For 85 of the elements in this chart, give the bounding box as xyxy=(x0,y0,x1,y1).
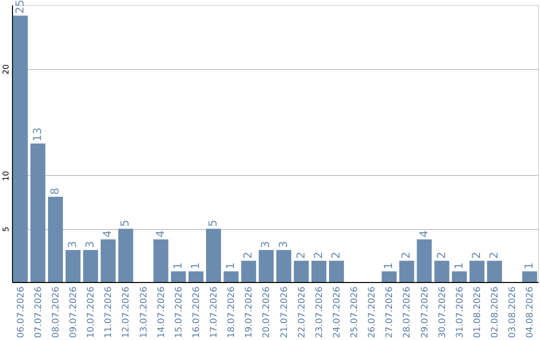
x-tick-label: 28.07.2026 xyxy=(402,286,413,338)
data-label: 3 xyxy=(66,241,80,248)
x-tick-label: 30.07.2026 xyxy=(438,286,448,338)
x-tick-label: 14.07.2026 xyxy=(156,286,167,338)
bar xyxy=(66,250,80,282)
bar xyxy=(416,239,432,282)
x-tick-label: 15.07.2026 xyxy=(174,286,184,338)
bar xyxy=(83,250,98,282)
bar xyxy=(224,271,239,282)
x-tick-label: 10.07.2026 xyxy=(86,286,97,338)
x-tick-label: 12.07.2026 xyxy=(122,286,132,338)
x-tick-label: 07.07.2026 xyxy=(34,286,44,338)
bar xyxy=(470,260,484,282)
bar xyxy=(153,239,168,282)
bar xyxy=(276,250,292,282)
bar xyxy=(487,260,502,282)
x-tick-label: 18.07.2026 xyxy=(227,286,238,338)
data-label: 8 xyxy=(48,188,62,195)
x-tick-label: 27.07.2026 xyxy=(385,286,396,338)
data-label: 25 xyxy=(13,0,26,14)
y-tick-label: 10 xyxy=(2,170,10,182)
x-tick-label: 19.07.2026 xyxy=(244,286,255,338)
bar xyxy=(522,271,538,282)
data-label: 4 xyxy=(417,230,430,238)
x-tick-label: 21.07.2026 xyxy=(280,286,290,338)
data-label: 1 xyxy=(522,262,536,270)
data-label: 1 xyxy=(452,262,466,270)
x-tick-label: 01.08.2026 xyxy=(472,286,483,338)
bar xyxy=(206,228,221,282)
data-label: 2 xyxy=(242,252,255,259)
data-label: 5 xyxy=(118,220,132,227)
data-label: 3 xyxy=(84,241,97,248)
x-tick-label: 08.07.2026 xyxy=(51,286,62,338)
bar xyxy=(258,250,274,282)
data-label: 1 xyxy=(171,262,184,270)
data-label: 2 xyxy=(470,252,483,259)
x-tick-label: 16.07.2026 xyxy=(192,286,202,338)
x-tick-label: 03.08.2026 xyxy=(508,286,518,338)
x-tick-label: 22.07.2026 xyxy=(297,286,308,338)
x-tick-label: 09.07.2026 xyxy=(69,286,80,338)
data-label: 1 xyxy=(224,262,238,270)
data-label: 2 xyxy=(312,252,325,259)
bar xyxy=(382,271,397,282)
bar xyxy=(452,271,467,282)
data-label: 2 xyxy=(294,252,308,259)
bar xyxy=(434,260,450,282)
x-tick-label: 11.07.2026 xyxy=(104,286,114,338)
bar xyxy=(188,271,204,282)
bar xyxy=(329,260,344,282)
bar xyxy=(100,239,116,282)
data-label: 3 xyxy=(259,241,272,248)
bar xyxy=(48,196,63,282)
data-label: 4 xyxy=(154,230,167,238)
x-tick-label: 23.07.2026 xyxy=(314,286,325,338)
data-label: 2 xyxy=(400,252,413,259)
bar xyxy=(399,260,414,282)
x-tick-label: 25.07.2026 xyxy=(350,286,360,338)
x-tick-label: 29.07.2026 xyxy=(420,286,430,338)
x-tick-label: 20.07.2026 xyxy=(262,286,272,338)
data-label: 2 xyxy=(434,252,448,259)
bar xyxy=(294,260,309,282)
bar xyxy=(241,260,256,282)
x-tick-label: 02.08.2026 xyxy=(490,286,501,338)
x-tick-label: 13.07.2026 xyxy=(139,286,150,338)
bar xyxy=(12,16,28,282)
bar xyxy=(118,228,134,282)
data-label: 1 xyxy=(382,262,396,270)
data-label: 3 xyxy=(276,241,290,248)
data-label: 2 xyxy=(488,252,501,259)
y-tick-label: 20 xyxy=(2,64,10,75)
bar xyxy=(170,271,186,282)
x-tick-label: 04.08.2026 xyxy=(526,286,536,338)
x-tick-label: 06.07.2026 xyxy=(16,286,26,338)
data-label: 1 xyxy=(188,262,202,270)
data-label: 2 xyxy=(329,252,342,259)
y-tick-label: 5 xyxy=(2,226,10,232)
bar xyxy=(30,144,46,282)
x-tick-label: 31.07.2026 xyxy=(455,286,466,338)
data-label: 5 xyxy=(206,220,220,227)
x-tick-label: 24.07.2026 xyxy=(332,286,342,338)
x-tick-label: 17.07.2026 xyxy=(210,286,220,338)
bar xyxy=(311,260,326,282)
data-label: 4 xyxy=(101,230,114,238)
x-tick-label: 26.07.2026 xyxy=(368,286,378,338)
data-label: 13 xyxy=(30,128,44,142)
